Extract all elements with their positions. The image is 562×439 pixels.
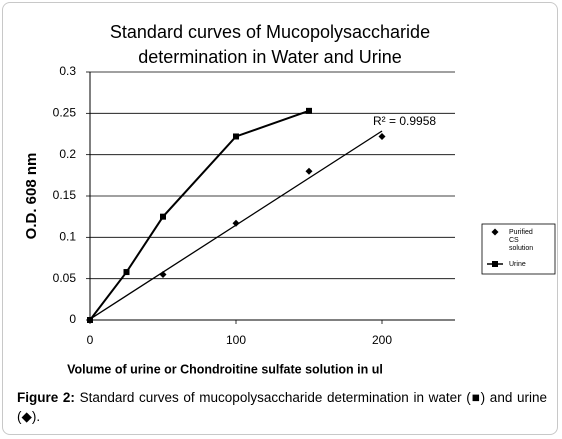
marker bbox=[305, 167, 313, 175]
caption-label: Figure 2: bbox=[17, 390, 75, 405]
marker bbox=[232, 219, 240, 227]
x-tick-label: 0 bbox=[87, 333, 94, 347]
marker bbox=[160, 213, 166, 220]
marker bbox=[233, 133, 239, 140]
x-tick-label: 200 bbox=[372, 333, 392, 347]
y-tick-label: 0 bbox=[69, 312, 76, 326]
series-line bbox=[89, 109, 310, 321]
caption-text: Standard curves of mucopolysaccharide de… bbox=[17, 390, 547, 424]
y-tick-label: 0.1 bbox=[59, 230, 76, 244]
marker bbox=[123, 269, 130, 276]
marker bbox=[492, 261, 498, 267]
marker bbox=[378, 132, 386, 140]
legend-label: Purified CS solution bbox=[509, 229, 533, 252]
chart-title: determination in Water and Urine bbox=[138, 47, 401, 67]
annotation: R² = 0.9958 bbox=[373, 114, 436, 128]
x-tick-label: 100 bbox=[226, 333, 246, 347]
marker bbox=[306, 107, 312, 114]
legend-label: Urine bbox=[509, 261, 526, 268]
y-tick-label: 0.2 bbox=[59, 147, 76, 161]
caption: Figure 2: Standard curves of mucopolysac… bbox=[17, 388, 547, 426]
y-axis-label: O.D. 608 nm bbox=[23, 153, 40, 240]
y-tick-label: 0.05 bbox=[53, 271, 77, 285]
chart-title: Standard curves of Mucopolysaccharide bbox=[110, 22, 430, 42]
y-tick-label: 0.25 bbox=[53, 106, 77, 120]
figure-frame bbox=[2, 2, 558, 435]
marker bbox=[491, 228, 499, 236]
y-tick-label: 0.3 bbox=[59, 64, 76, 78]
marker bbox=[87, 317, 93, 323]
x-axis-label: Volume of urine or Chondroitine sulfate … bbox=[67, 362, 383, 376]
marker bbox=[159, 271, 167, 279]
chart: Standard curves of Mucopolysaccharide de… bbox=[23, 22, 556, 376]
y-tick-label: 0.15 bbox=[53, 188, 77, 202]
